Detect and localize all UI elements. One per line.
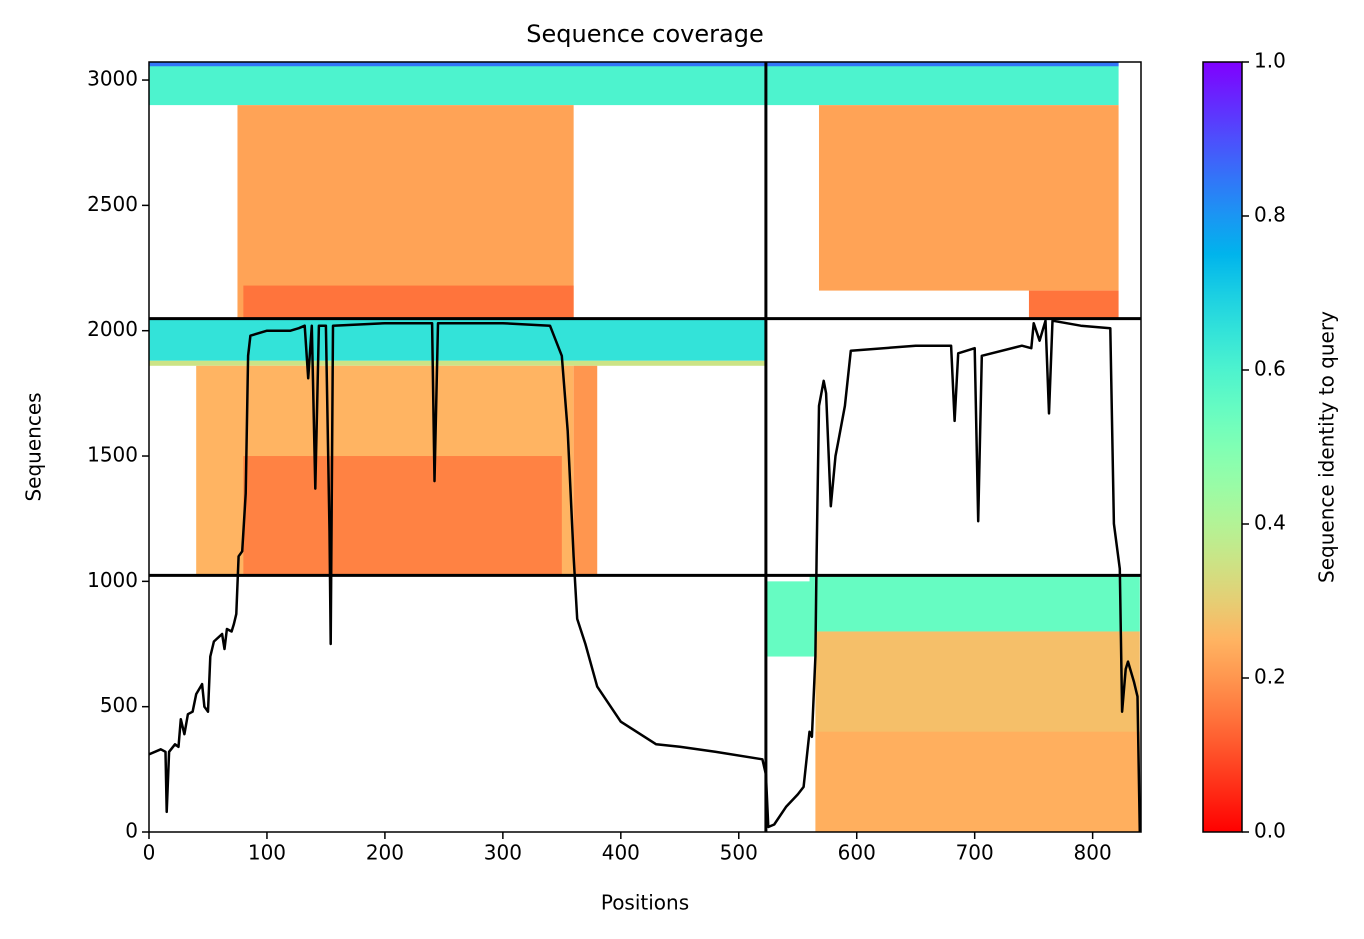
coverage-block	[237, 105, 574, 319]
x-tick-label: 100	[248, 841, 286, 865]
colorbar-tick-label: 0.8	[1254, 203, 1286, 227]
x-tick-label: 0	[143, 841, 156, 865]
coverage-block	[243, 456, 562, 576]
plot-area	[149, 62, 1141, 832]
coverage-block	[815, 731, 1140, 832]
y-tick-label: 2500	[87, 192, 138, 216]
coverage-block	[765, 581, 816, 657]
coverage-block	[149, 360, 766, 366]
coverage-block	[149, 62, 766, 106]
chart-title: Sequence coverage	[526, 20, 763, 48]
coverage-block	[149, 318, 766, 361]
colorbar-tick-label: 1.0	[1254, 49, 1286, 73]
y-tick-label: 0	[125, 819, 138, 843]
y-tick-label: 500	[100, 693, 138, 717]
x-axis-label: Positions	[601, 891, 689, 915]
coverage-line	[149, 319, 1141, 832]
x-tick-label: 400	[602, 841, 640, 865]
y-tick-label: 3000	[87, 67, 138, 91]
colorbar-tick-label: 0.0	[1254, 819, 1286, 843]
coverage-block	[243, 285, 574, 319]
colorbar-label: Sequence identity to query	[1315, 311, 1339, 583]
x-tick-label: 800	[1074, 841, 1112, 865]
coverage-block	[809, 575, 1140, 632]
y-tick-label: 1500	[87, 443, 138, 467]
coverage-block	[573, 365, 598, 576]
x-tick-label: 300	[484, 841, 522, 865]
colorbar-tick-label: 0.4	[1254, 511, 1286, 535]
coverage-block	[149, 62, 766, 67]
y-axis-label: Sequences	[22, 392, 46, 501]
coverage-block	[818, 105, 1119, 291]
x-tick-label: 700	[956, 841, 994, 865]
x-tick-label: 200	[366, 841, 404, 865]
colorbar	[1202, 61, 1243, 833]
y-tick-label: 2000	[87, 317, 138, 341]
y-tick-label: 1000	[87, 568, 138, 592]
x-tick-label: 500	[720, 841, 758, 865]
x-tick-label: 600	[838, 841, 876, 865]
colorbar-tick-label: 0.2	[1254, 665, 1286, 689]
coverage-block	[765, 62, 1119, 106]
coverage-block	[1028, 290, 1119, 319]
colorbar-tick-label: 0.6	[1254, 357, 1286, 381]
coverage-block	[765, 62, 1119, 67]
plot-frame	[148, 61, 1142, 833]
